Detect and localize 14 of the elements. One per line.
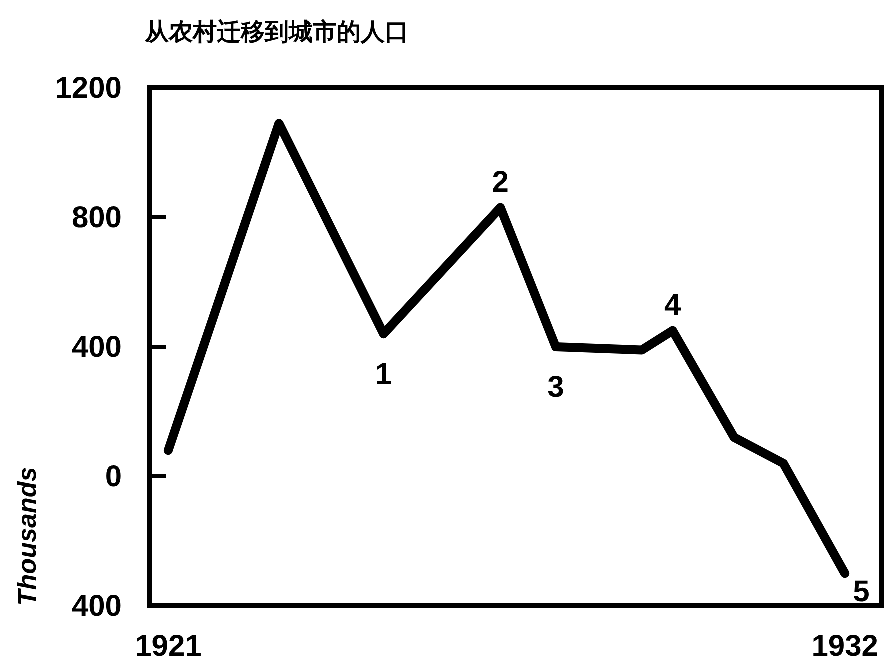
x-tick-label: 1921 [135,630,202,663]
y-tick-label: 400 [72,590,122,623]
y-tick-label: 800 [72,202,122,234]
annotation: 4 [664,288,682,322]
x-tick-label: 1932 [812,630,878,663]
ylabel: Thousands [12,467,42,606]
annotation: 2 [492,166,509,199]
annotation: 3 [548,371,564,404]
y-tick-label: 1200 [55,72,122,105]
y-tick-label: 400 [72,331,122,364]
title: 从农村迁移到城市的人口 [145,19,409,46]
y-tick-label: 0 [105,460,122,494]
annotation: 5 [853,576,870,609]
annotation: 1 [375,358,392,392]
